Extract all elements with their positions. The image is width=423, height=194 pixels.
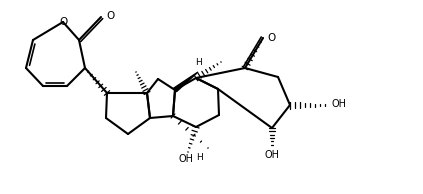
Text: OH: OH bbox=[264, 150, 280, 160]
Text: OH: OH bbox=[179, 154, 193, 164]
Text: OH: OH bbox=[331, 99, 346, 109]
Text: O: O bbox=[267, 33, 275, 43]
Text: O: O bbox=[59, 17, 67, 27]
Text: H: H bbox=[196, 153, 203, 162]
Text: O: O bbox=[106, 11, 114, 21]
Text: H: H bbox=[195, 58, 201, 67]
Polygon shape bbox=[173, 72, 198, 92]
